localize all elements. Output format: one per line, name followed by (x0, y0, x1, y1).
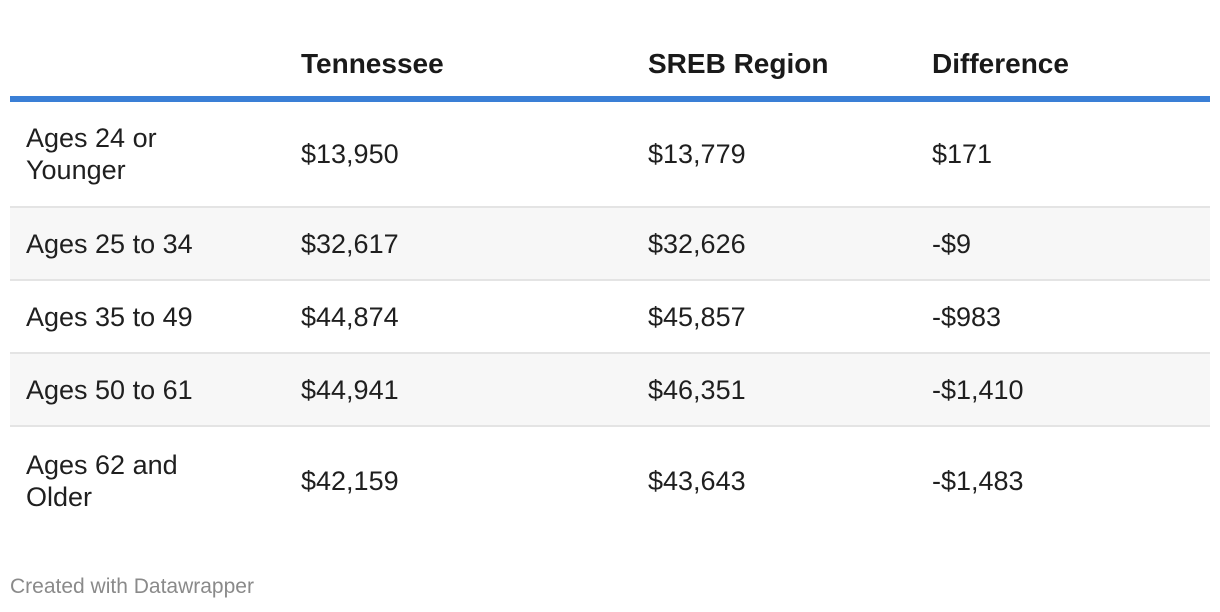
cell-tennessee: $44,874 (285, 280, 632, 354)
cell-tennessee: $42,159 (301, 465, 399, 496)
row-label: Ages 25 to 34 (10, 207, 285, 281)
cell-tennessee: $13,950 (285, 99, 632, 208)
row-label-line-2: Older (26, 481, 93, 512)
table-row: Ages 50 to 61 $44,941 $46,351 -$1,410 (10, 353, 1210, 427)
cell-difference: -$9 (916, 207, 1210, 281)
header-sreb-region: SREB Region (632, 32, 916, 102)
cell-sreb: $46,351 (632, 353, 916, 427)
table-row: Ages 24 or Younger $13,950 $13,779 $171 (10, 99, 1210, 208)
table-row: Ages 62 and Older $42,159 $43,643 -$1,48… (10, 426, 1210, 534)
cell-sreb: $13,779 (632, 99, 916, 208)
header-age-group (10, 32, 285, 102)
row-label: Ages 24 or Younger (10, 99, 285, 208)
table-row: Ages 35 to 49 $44,874 $45,857 -$983 (10, 280, 1210, 354)
header-tennessee: Tennessee (285, 32, 632, 102)
datawrapper-credit: Created with Datawrapper (10, 575, 254, 598)
cell-difference: -$1,410 (916, 353, 1210, 427)
header-difference: Difference (916, 32, 1210, 102)
table-header-row: Tennessee SREB Region Difference (10, 32, 1210, 102)
data-table: Tennessee SREB Region Difference Ages 24… (10, 32, 1210, 534)
row-label-line-1: Ages 62 and (26, 449, 178, 480)
cell-difference: -$1,483 (932, 465, 1024, 496)
data-table-container: Tennessee SREB Region Difference Ages 24… (10, 32, 1210, 534)
cell-tennessee: $44,941 (285, 353, 632, 427)
cell-sreb: $45,857 (632, 280, 916, 354)
row-label: Ages 62 and Older (10, 426, 285, 534)
table-row: Ages 25 to 34 $32,617 $32,626 -$9 (10, 207, 1210, 281)
cell-difference: $171 (916, 99, 1210, 208)
row-label-line-2: Younger (26, 155, 126, 185)
cell-sreb: $32,626 (632, 207, 916, 281)
cell-sreb: $43,643 (648, 465, 746, 496)
cell-difference: -$983 (916, 280, 1210, 354)
row-label: Ages 50 to 61 (10, 353, 285, 427)
cell-tennessee: $32,617 (285, 207, 632, 281)
row-label-line-1: Ages 24 or (26, 123, 157, 153)
row-label: Ages 35 to 49 (10, 280, 285, 354)
